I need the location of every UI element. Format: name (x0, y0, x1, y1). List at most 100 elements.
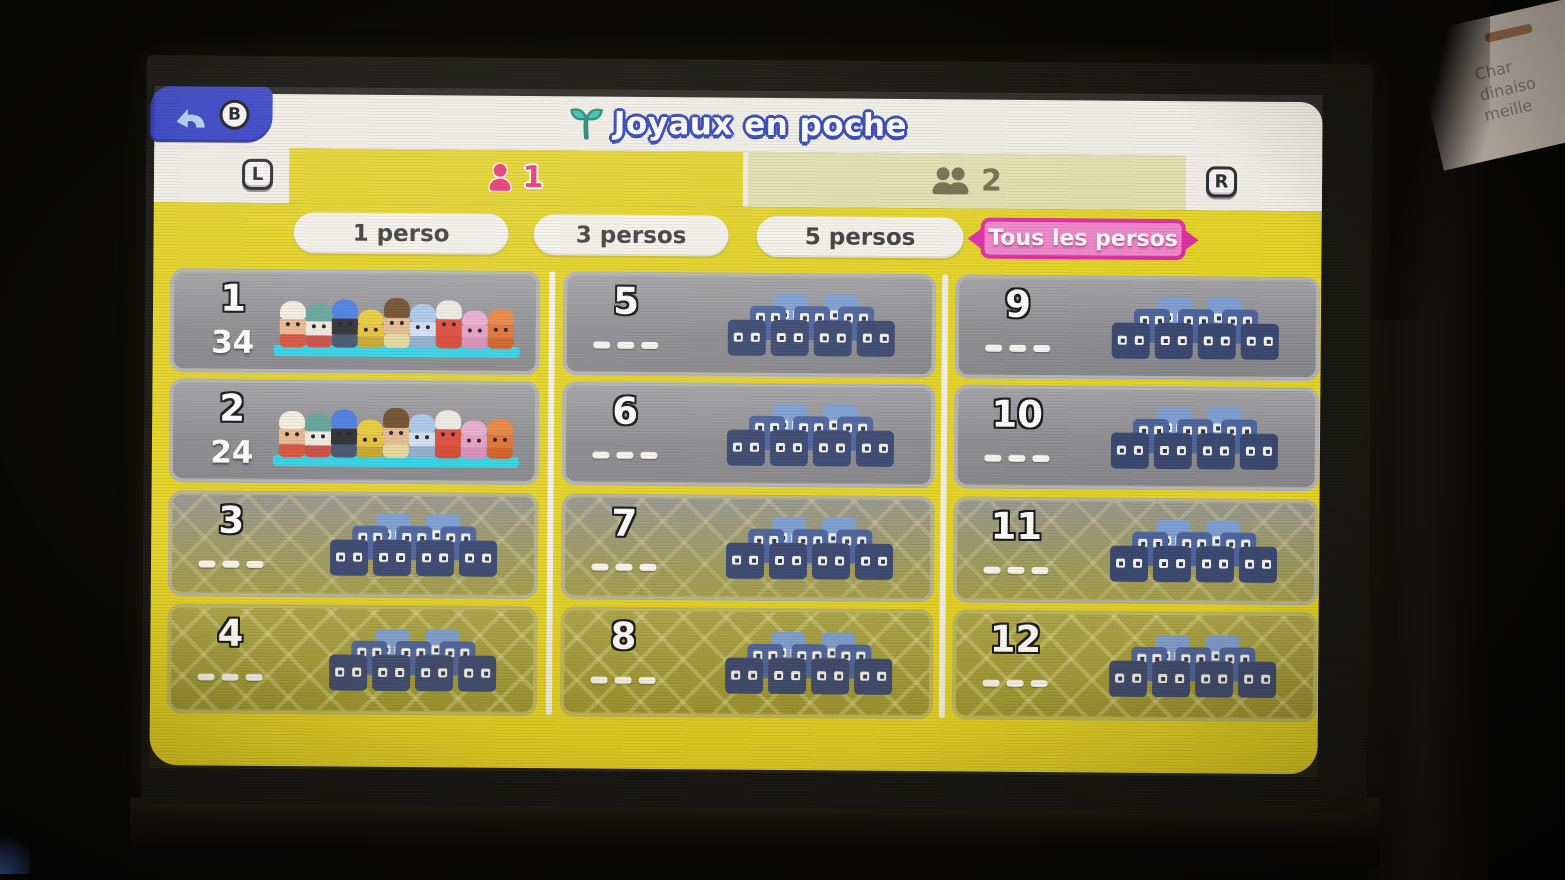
level-score-empty (985, 344, 1051, 353)
level-info: 5 (567, 275, 686, 372)
character-pyoro (487, 308, 515, 349)
mystery-blocks-icon (727, 293, 896, 357)
block-eye (379, 552, 389, 562)
level-card-12[interactable]: 12 (951, 609, 1318, 723)
character-eyes (337, 432, 351, 436)
filter-5-persos[interactable]: 5 persos (756, 215, 964, 259)
block-eye (439, 553, 449, 563)
title-bar: Joyaux en poche (154, 93, 1323, 157)
filter-3-persos[interactable]: 3 persos (533, 214, 729, 257)
character-eyes (415, 435, 429, 439)
block-eye (1245, 446, 1255, 456)
mystery-block (725, 542, 765, 579)
block-eye (817, 671, 827, 681)
tab-one-player[interactable]: 1 (288, 148, 744, 207)
filter-label: 1 perso (352, 220, 450, 247)
level-score-empty (590, 676, 656, 685)
block-eye (422, 553, 432, 563)
character-eyes (416, 325, 430, 329)
r-shoulder-button[interactable]: R (1205, 166, 1238, 198)
filter-label: Tous les persos (988, 225, 1179, 253)
level-score-empty (983, 566, 1049, 575)
mystery-block (1153, 432, 1193, 470)
mystery-block (1110, 432, 1150, 469)
tab-two-players[interactable]: 2 (747, 151, 1187, 211)
back-button[interactable]: B (150, 86, 273, 143)
character-young-cricket (330, 409, 358, 458)
block-eye (1115, 673, 1125, 683)
character-face (356, 434, 384, 448)
level-card-9[interactable]: 9 (954, 274, 1321, 382)
block-eye (1202, 559, 1212, 569)
block-eye (1246, 336, 1256, 346)
title-row: Joyaux en poche (570, 105, 907, 144)
character-eyes (285, 432, 299, 436)
level-card-6[interactable]: 6 (561, 381, 936, 489)
character-lineup (272, 392, 520, 468)
block-eye (774, 670, 784, 681)
block-eye (421, 668, 431, 678)
character-face (279, 319, 306, 335)
character-eyes (494, 328, 508, 332)
mystery-block (1196, 433, 1236, 470)
mystery-blocks-icon (1109, 519, 1278, 583)
main-panel: Joyaux en poche B L 1 (149, 86, 1323, 778)
character-head (279, 411, 306, 430)
block-eye (1202, 446, 1212, 456)
mystery-blocks-icon (725, 516, 894, 580)
character-head (487, 308, 515, 325)
character-body (305, 334, 332, 348)
level-card-8[interactable]: 8 (559, 606, 934, 720)
mystery-block (1154, 322, 1193, 360)
mystery-block (329, 654, 368, 691)
character-body (330, 444, 357, 458)
mystery-block (811, 543, 851, 580)
level-card-5[interactable]: 5 (562, 271, 937, 379)
block-eye (1134, 335, 1144, 345)
mystery-block (812, 430, 852, 467)
character-yellow-buddy (356, 419, 384, 458)
block-eye (749, 442, 759, 452)
character-eyes (312, 324, 326, 328)
block-eye (818, 556, 828, 566)
level-card-11[interactable]: 11 (952, 496, 1319, 606)
level-number: 12 (989, 617, 1042, 662)
level-card-10[interactable]: 10 (953, 384, 1320, 492)
character-body (382, 443, 409, 459)
level-info: 6 (566, 385, 685, 482)
block-eye (818, 443, 828, 453)
block-eye (792, 556, 802, 566)
filter-label: 5 persos (804, 223, 916, 251)
block-eye (862, 333, 872, 343)
level-card-3[interactable]: 3 (167, 490, 539, 600)
block-eye (748, 670, 758, 680)
filter-bar: 1 perso 3 persos 5 persos Tous les persos (153, 211, 1321, 262)
mystery-block (372, 654, 411, 692)
level-number: 5 (613, 279, 640, 323)
level-card-4[interactable]: 4 (166, 603, 538, 717)
mystery-blocks-icon (725, 631, 893, 695)
character-head (435, 300, 463, 320)
mystery-block (1197, 323, 1236, 360)
l-shoulder-button[interactable]: L (241, 158, 274, 190)
character-eyes (363, 438, 377, 442)
character-eyes (390, 321, 404, 325)
filter-1-perso[interactable]: 1 perso (293, 212, 509, 255)
filter-tous-les-persos[interactable]: Tous les persos (980, 217, 1186, 261)
character-face (357, 324, 384, 338)
block-eye (733, 332, 743, 342)
level-info: 7 (565, 497, 684, 596)
level-info: 3 (172, 494, 291, 593)
level-card-1[interactable]: 1 34 (169, 268, 541, 376)
mystery-block (1111, 322, 1150, 359)
level-card-2[interactable]: 2 24 (168, 378, 540, 486)
character-yellow-buddy (357, 309, 385, 348)
character-body (357, 337, 384, 348)
level-card-7[interactable]: 7 (560, 493, 935, 603)
block-eye (1261, 559, 1272, 569)
switch-screen: Joyaux en poche B L 1 (141, 55, 1373, 813)
block-eye (1133, 558, 1143, 568)
character-eyes (442, 323, 456, 327)
block-eye (1133, 445, 1143, 455)
two-players-icon (932, 167, 969, 194)
